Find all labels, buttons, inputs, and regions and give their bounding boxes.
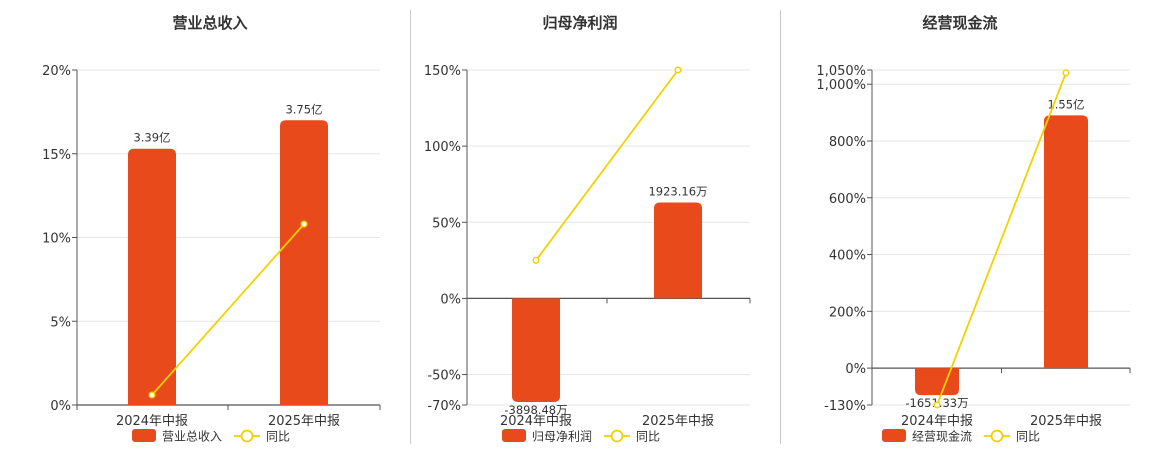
y-tick-label: 200% [829, 305, 866, 320]
legend-line-label: 同比 [266, 430, 290, 444]
chart-panel-1: 营业总收入 20% 15% 10% 5% 0% 3.39亿 3.75亿 2024年中报 2025年… [42, 14, 381, 444]
x-category-label: 2024年中报 [500, 414, 572, 429]
bar[interactable] [915, 368, 959, 396]
bar[interactable] [1044, 115, 1088, 369]
x-category-label: 2025年中报 [268, 414, 340, 429]
x-category-label: 2025年中报 [642, 414, 714, 429]
bar[interactable] [128, 148, 176, 405]
y-tick-label: -50% [427, 369, 461, 384]
yoy-point[interactable] [300, 220, 308, 228]
yoy-line [936, 72, 1067, 406]
y-tick-label: 1,000% [816, 78, 866, 93]
legend-bar-label: 经营现金流 [912, 429, 972, 444]
legend-line-marker [610, 429, 624, 443]
y-tick-label: 800% [829, 135, 866, 150]
y-tick-label: 100% [424, 140, 461, 155]
chart-title: 营业总收入 [172, 14, 247, 32]
legend-line-label: 同比 [636, 430, 660, 444]
y-tick-label: 10% [42, 232, 71, 247]
x-category-label: 2025年中报 [1030, 414, 1102, 429]
panel-divider-2 [780, 10, 781, 444]
bar-data-label: 1923.16万 [648, 184, 707, 198]
yoy-point[interactable] [933, 401, 941, 409]
bar[interactable] [280, 120, 328, 405]
y-tick-label: 1,050% [816, 64, 866, 79]
yoy-line [151, 223, 305, 396]
yoy-point[interactable] [1062, 69, 1070, 77]
legend-bar-swatch [132, 429, 156, 442]
legend-bar-label: 营业总收入 [162, 430, 222, 444]
chart-title: 归母净利润 [542, 14, 617, 32]
legend-line-label: 同比 [1016, 430, 1040, 444]
legend: 经营现金流 同比 [882, 429, 1040, 444]
chart-panel-2: 归母净利润 150% 100% 50% 0% -50% -70% -3898.48万 1923.… [424, 14, 751, 444]
x-category-label: 2024年中报 [901, 414, 973, 429]
y-tick-label: -70% [427, 399, 461, 414]
y-tick-label: 0% [845, 362, 866, 377]
legend: 归母净利润 同比 [502, 429, 660, 444]
yoy-point[interactable] [532, 256, 540, 264]
chart-title: 经营现金流 [922, 14, 997, 32]
y-tick-label: 150% [424, 64, 461, 79]
legend-bar-label: 归母净利润 [532, 430, 592, 444]
legend-line-marker [240, 429, 254, 443]
x-category-label: 2024年中报 [116, 414, 188, 429]
chart-panel-3: 经营现金流 1,050%1,000% 800% 600% 400% 200% 0% -130%… [816, 14, 1131, 444]
legend-bar-swatch [882, 429, 906, 442]
yoy-point[interactable] [148, 391, 156, 399]
y-tick-label: 15% [42, 148, 71, 163]
legend-line-marker [990, 429, 1004, 443]
panel-divider-1 [410, 10, 411, 444]
bar[interactable] [654, 202, 702, 299]
bar-data-label: 3.75亿 [285, 102, 322, 116]
y-tick-label: 0% [50, 399, 71, 414]
y-tick-label: 5% [50, 315, 71, 330]
y-tick-label: -130% [824, 399, 866, 414]
yoy-line [535, 69, 679, 261]
yoy-point[interactable] [674, 66, 682, 74]
y-tick-label: 0% [440, 292, 461, 307]
bar-data-label: 1.55亿 [1047, 97, 1084, 111]
legend-bar-swatch [502, 429, 526, 442]
y-tick-label: 600% [829, 192, 866, 207]
y-tick-label: 400% [829, 249, 866, 264]
bar-data-label: -3898.48万 [504, 403, 567, 417]
y-tick-label: 50% [432, 216, 461, 231]
bar[interactable] [512, 298, 560, 402]
bar-data-label: 3.39亿 [133, 131, 170, 145]
legend: 营业总收入 同比 [132, 429, 290, 444]
y-tick-label: 20% [42, 64, 71, 79]
